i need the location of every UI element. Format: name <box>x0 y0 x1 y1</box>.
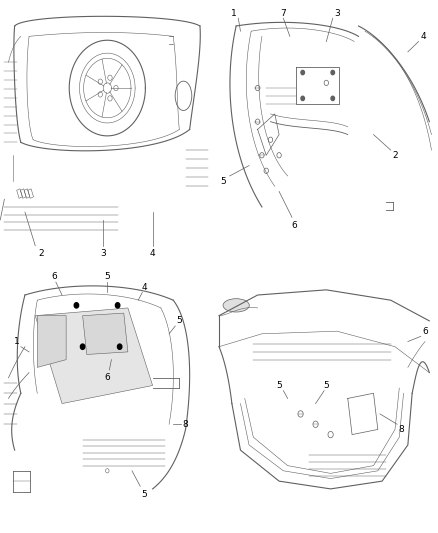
Text: 4: 4 <box>150 249 155 258</box>
Text: 5: 5 <box>276 381 282 390</box>
Text: 5: 5 <box>104 272 110 281</box>
Text: 1: 1 <box>14 337 20 346</box>
Polygon shape <box>35 308 152 403</box>
Text: 5: 5 <box>220 176 226 185</box>
Text: 6: 6 <box>104 373 110 382</box>
Circle shape <box>301 70 304 75</box>
Text: 5: 5 <box>141 490 147 498</box>
Text: 7: 7 <box>280 9 286 18</box>
Bar <box>17 189 22 198</box>
Text: 3: 3 <box>334 9 340 18</box>
Bar <box>24 189 30 198</box>
Text: 5: 5 <box>323 381 329 390</box>
Circle shape <box>301 96 304 101</box>
Text: 5: 5 <box>177 317 182 325</box>
Text: 6: 6 <box>51 272 57 281</box>
Bar <box>28 189 33 198</box>
Text: 4: 4 <box>141 283 147 292</box>
Circle shape <box>74 303 78 308</box>
Text: 8: 8 <box>183 420 188 429</box>
Circle shape <box>117 344 122 350</box>
Circle shape <box>331 70 335 75</box>
Ellipse shape <box>223 298 249 312</box>
Text: 8: 8 <box>399 425 404 434</box>
Text: 2: 2 <box>392 151 398 160</box>
Text: 1: 1 <box>231 9 237 18</box>
Text: 6: 6 <box>291 221 297 230</box>
Text: 3: 3 <box>100 249 106 258</box>
Text: 2: 2 <box>39 249 44 258</box>
Circle shape <box>116 303 120 308</box>
Polygon shape <box>83 313 128 354</box>
Bar <box>21 189 26 198</box>
Circle shape <box>331 96 335 101</box>
Text: 6: 6 <box>422 327 428 336</box>
Text: 4: 4 <box>420 32 426 41</box>
Polygon shape <box>37 316 66 367</box>
Circle shape <box>81 344 85 350</box>
